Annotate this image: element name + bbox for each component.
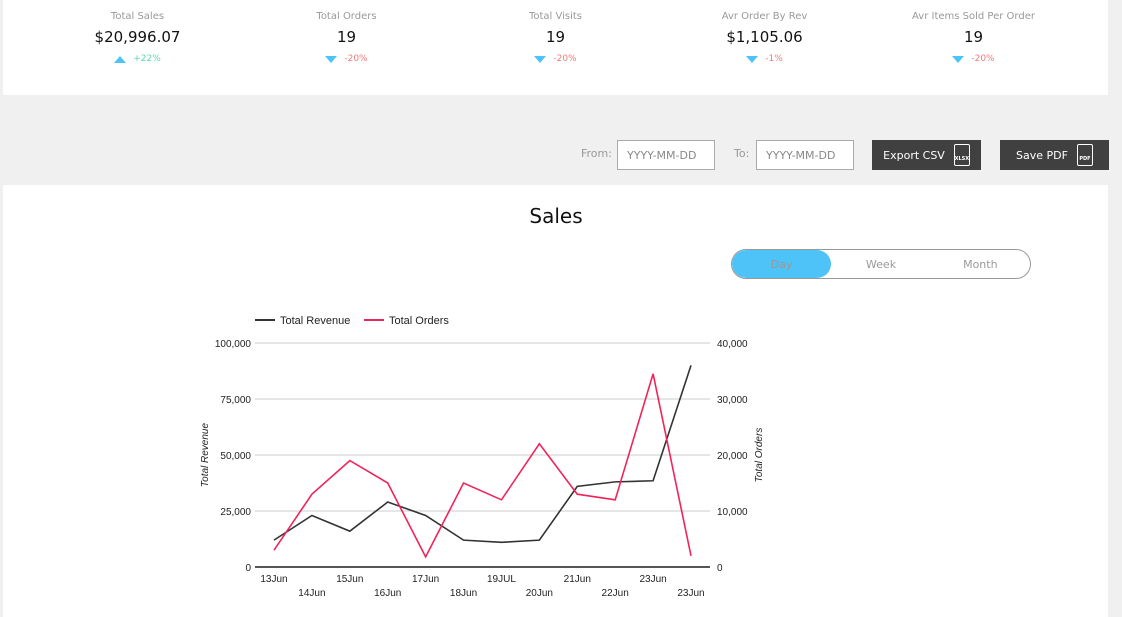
section-title: Sales [529, 204, 583, 228]
x-tick-label: 19JUL [487, 574, 516, 585]
from-label: From: [581, 147, 612, 160]
pdf-file-icon: PDF [1076, 144, 1093, 166]
toggle-month[interactable]: Month [963, 257, 998, 271]
orders-line [273, 373, 692, 559]
stat-value: 19 [336, 28, 357, 46]
x-tick-label: 15Jun [336, 574, 363, 585]
save-pdf-button[interactable]: Save PDF PDF [1000, 140, 1109, 170]
period-toggle[interactable]: Day Week Month [731, 249, 1031, 279]
stat-change: +22% [133, 54, 161, 64]
stat-value: 19 [545, 28, 566, 46]
stat-value: 19 [963, 28, 984, 46]
x-tick-label: 21Jun [564, 574, 591, 585]
stat-change: -20% [553, 54, 577, 64]
legend-label: Total Orders [389, 315, 449, 327]
stat-label: Total Sales [110, 11, 165, 22]
stats-panel: Total Sales $20,996.07 +22% Total Orders … [3, 0, 1108, 95]
to-label: To: [734, 147, 750, 160]
y2-tick-label: 30,000 [717, 395, 748, 406]
x-tick-label: 16Jun [374, 588, 401, 599]
y2-tick-label: 10,000 [717, 507, 748, 518]
legend-label: Total Revenue [280, 315, 350, 327]
stat-card: Total Visits 19 -20% [451, 0, 660, 64]
stat-change: -20% [344, 54, 368, 64]
stat-value: $20,996.07 [94, 28, 181, 46]
y-tick-label: 25,000 [220, 507, 251, 518]
y-tick-label: 50,000 [220, 451, 251, 462]
x-tick-label: 17Jun [412, 574, 439, 585]
y-axis-title: Total Revenue [200, 423, 211, 488]
y2-axis-title: Total Orders [754, 428, 765, 483]
sales-line-chart: 0 0 25,000 10,000 50,000 20,000 75,000 30,000 10… [200, 315, 765, 599]
x-tick-label: 22Jun [602, 588, 629, 599]
stat-card: Avr Items Sold Per Order 19 -20% [869, 0, 1078, 64]
stat-label: Avr Items Sold Per Order [912, 11, 1035, 22]
arrow-down-icon [746, 55, 759, 63]
export-csv-label: Export CSV [883, 148, 945, 162]
arrow-down-icon [952, 55, 965, 63]
arrow-down-icon [534, 55, 547, 63]
stat-card: Avr Order By Rev $1,105.06 -1% [660, 0, 869, 64]
toggle-week[interactable]: Week [865, 257, 897, 271]
revenue-line [273, 365, 692, 544]
stat-label: Avr Order By Rev [721, 11, 808, 22]
sales-chart-panel [3, 185, 1108, 617]
x-tick-label: 13Jun [260, 574, 287, 585]
stat-card: Total Orders 19 -20% [242, 0, 451, 64]
toggle-day[interactable]: Day [732, 250, 832, 278]
y2-tick-label: 20,000 [717, 451, 748, 462]
stat-label: Total Orders [316, 11, 377, 22]
stat-change: -20% [971, 54, 995, 64]
y-tick-label: 75,000 [220, 395, 251, 406]
to-date-input[interactable] [756, 140, 854, 170]
y-tick-label: 0 [245, 563, 251, 574]
arrow-down-icon [325, 55, 338, 63]
x-tick-label: 20Jun [526, 588, 553, 599]
x-tick-label: 23Jun [677, 588, 704, 599]
stat-label: Total Visits [528, 11, 583, 22]
xlsx-file-icon: XLSX [953, 144, 970, 166]
export-csv-button[interactable]: Export CSV XLSX [872, 140, 981, 170]
stat-value: $1,105.06 [726, 28, 803, 46]
from-date-input[interactable] [617, 140, 715, 170]
stat-card: Total Sales $20,996.07 +22% [33, 0, 242, 64]
arrow-up-icon [114, 55, 127, 63]
stat-change: -1% [765, 54, 783, 64]
x-tick-label: 14Jun [298, 588, 325, 599]
save-pdf-label: Save PDF [1016, 148, 1068, 162]
y2-tick-label: 0 [717, 563, 723, 574]
x-tick-label: 18Jun [450, 588, 477, 599]
x-tick-label: 23Jun [639, 574, 666, 585]
y2-tick-label: 40,000 [717, 339, 748, 350]
y-tick-label: 100,000 [215, 339, 252, 350]
